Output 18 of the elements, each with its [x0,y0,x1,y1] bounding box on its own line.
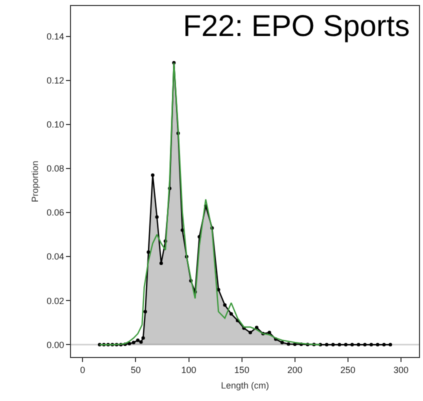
y-tick-label: 0.04 [46,252,64,262]
y-tick-label: 0.06 [46,208,64,218]
y-tick-label: 0.10 [46,120,64,130]
y-tick-label: 0.02 [46,296,64,306]
x-tick-label: 300 [393,364,408,375]
y-axis-title: Proportion [30,160,40,202]
x-tick-label: 200 [287,364,302,375]
y-tick-label: 0.08 [46,164,64,174]
y-tick-label: 0.14 [46,32,64,42]
chart-title: F22: EPO Sports [183,10,410,43]
y-tick-label: 0.00 [46,340,64,350]
x-tick-label: 150 [234,364,250,375]
x-tick-label: 250 [340,364,356,375]
x-axis-title: Length (cm) [220,380,270,391]
x-tick-label: 50 [130,364,141,375]
x-tick-label: 0 [80,364,86,375]
x-tick-label: 100 [181,364,196,375]
y-tick-label: 0.12 [46,76,64,86]
